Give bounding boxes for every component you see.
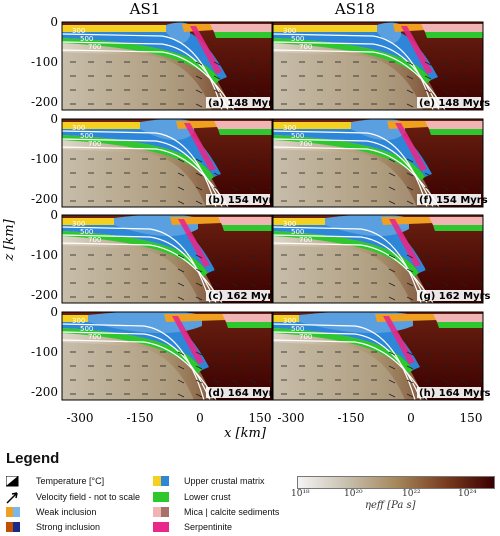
panel-tag: (h) 164 Myrs xyxy=(419,388,490,399)
svg-text:500: 500 xyxy=(80,35,93,43)
y-tick-label: -200 xyxy=(31,385,58,399)
y-tick-label: 0 xyxy=(50,208,58,222)
legend-lower-crust-label: Lower crust xyxy=(184,492,231,502)
mica-swatch xyxy=(153,507,161,517)
y-tick-label: -200 xyxy=(31,192,58,206)
svg-text:300: 300 xyxy=(283,124,296,132)
y-tick-label: -200 xyxy=(31,288,58,302)
y-tick-label: 0 xyxy=(50,112,58,126)
weak-inclusion-swatch-b xyxy=(13,507,20,517)
svg-text:300: 300 xyxy=(72,124,85,132)
svg-text:500: 500 xyxy=(80,132,93,140)
y-tick-label: 0 xyxy=(50,305,58,319)
weak-inclusion-swatch xyxy=(6,507,13,517)
x-tick-label: -300 xyxy=(67,411,94,425)
x-tick-label: -300 xyxy=(278,411,305,425)
svg-text:700: 700 xyxy=(299,43,312,51)
column-title-as1: AS1 xyxy=(129,0,161,18)
calcite-swatch xyxy=(161,507,169,517)
svg-text:500: 500 xyxy=(80,228,93,236)
legend-upper-crust-label: Upper crustal matrix xyxy=(184,476,265,486)
serpentinite-swatch xyxy=(153,522,169,532)
svg-text:300: 300 xyxy=(283,27,296,35)
x-tick-label: 0 xyxy=(196,411,204,425)
panel-tag: (d) 164 Myrs xyxy=(208,388,280,399)
svg-text:500: 500 xyxy=(80,325,93,333)
svg-text:300: 300 xyxy=(72,220,85,228)
legend-title: Legend xyxy=(6,450,60,467)
svg-text:300: 300 xyxy=(72,317,85,325)
svg-text:700: 700 xyxy=(88,236,101,244)
svg-text:500: 500 xyxy=(291,325,304,333)
svg-text:500: 500 xyxy=(291,132,304,140)
panel-tag: (a) 148 Myrs xyxy=(208,98,279,109)
x-tick-label: 150 xyxy=(249,411,272,425)
svg-text:700: 700 xyxy=(88,140,101,148)
upper-crust-swatch-b xyxy=(161,476,169,486)
axis-ticks: 0 -100 -200 0 -100 -200 0 -100 -200 0 -100 -200 -300… xyxy=(31,15,482,425)
y-tick-label: -200 xyxy=(31,95,58,109)
viscosity-colorbar xyxy=(297,476,495,489)
strong-inclusion-swatch-b xyxy=(13,522,20,532)
y-tick-label: -100 xyxy=(31,345,58,359)
svg-text:700: 700 xyxy=(299,140,312,148)
upper-crust-swatch xyxy=(153,476,161,486)
svg-text:300: 300 xyxy=(72,27,85,35)
svg-text:700: 700 xyxy=(88,333,101,341)
x-tick-label: 0 xyxy=(407,411,415,425)
y-axis-label: z [km] xyxy=(2,218,17,261)
x-tick-label: 150 xyxy=(460,411,483,425)
svg-text:300: 300 xyxy=(283,220,296,228)
panel-tag: (e) 148 Myrs xyxy=(419,98,490,109)
lower-crust-swatch xyxy=(153,492,169,502)
colorbar-tick-3: 10²⁴ xyxy=(458,489,477,499)
svg-text:300: 300 xyxy=(283,317,296,325)
legend-weak-label: Weak inclusion xyxy=(36,507,97,517)
panel-tag: (c) 162 Myrs xyxy=(208,291,278,302)
temperature-icon xyxy=(6,476,19,487)
svg-text:500: 500 xyxy=(291,228,304,236)
x-tick-label: -150 xyxy=(338,411,365,425)
svg-text:700: 700 xyxy=(88,43,101,51)
y-tick-label: 0 xyxy=(50,15,58,29)
panel-tag: (g) 162 Myrs xyxy=(419,291,491,302)
x-tick-label: -150 xyxy=(127,411,154,425)
y-tick-label: -100 xyxy=(31,55,58,69)
colorbar-tick-0: 10¹⁸ xyxy=(291,489,310,499)
svg-text:700: 700 xyxy=(299,333,312,341)
panel-tag: (f) 154 Myrs xyxy=(419,195,488,206)
svg-text:500: 500 xyxy=(291,35,304,43)
y-tick-label: -100 xyxy=(31,248,58,262)
colorbar-label: ηeff [Pa s] xyxy=(365,500,416,511)
svg-text:700: 700 xyxy=(299,236,312,244)
colorbar-tick-1: 10²⁰ xyxy=(344,489,363,499)
legend-temperature-label: Temperature [°C] xyxy=(36,476,105,486)
x-axis-label: x [km] xyxy=(224,426,267,441)
legend-strong-label: Strong inclusion xyxy=(36,522,101,532)
legend-velocity-label: Velocity field - not to scale xyxy=(36,492,141,502)
column-title-as18: AS18 xyxy=(334,0,375,18)
strong-inclusion-swatch xyxy=(6,522,13,532)
y-tick-label: -100 xyxy=(31,152,58,166)
panel-tag: (b) 154 Myrs xyxy=(208,195,280,206)
arrow-icon xyxy=(6,492,18,504)
colorbar-tick-2: 10²² xyxy=(402,489,421,499)
legend-serpentinite-label: Serpentinite xyxy=(184,522,233,532)
legend-sediments-label: Mica | calcite sediments xyxy=(184,507,280,517)
